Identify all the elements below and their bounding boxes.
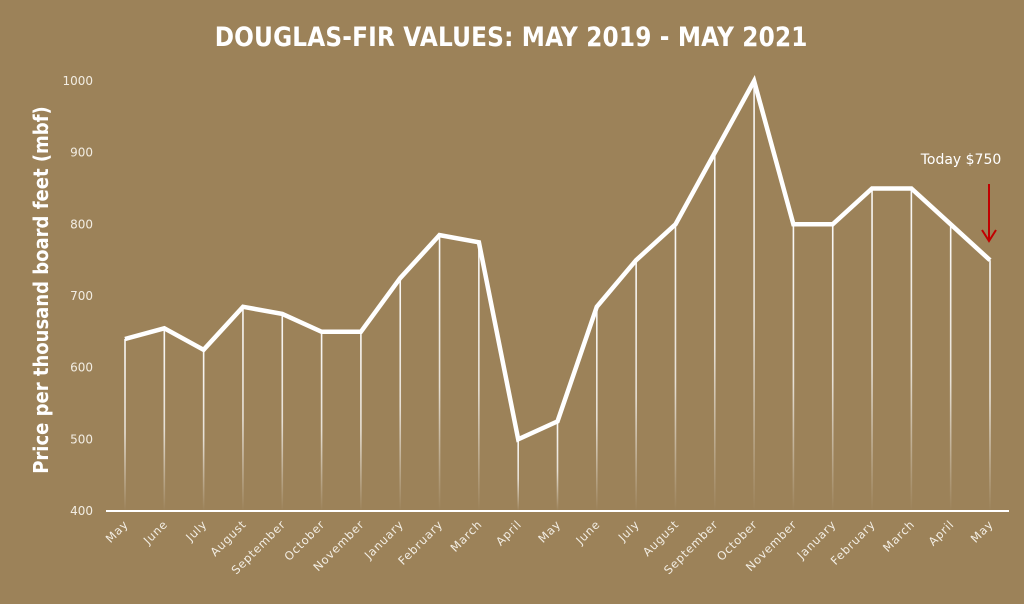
arrow-head-icon [981,229,997,243]
drop-line [831,224,834,512]
drop-line [792,224,795,512]
drop-line [949,224,952,512]
drop-line [713,152,716,511]
drop-line [635,260,637,511]
drop-line [399,278,402,511]
price-line [124,75,992,443]
x-tick-label: April [925,517,956,548]
drop-line [753,81,755,511]
drop-line [320,331,323,511]
drop-line [360,331,362,511]
drop-line [596,306,598,511]
today-annotation: Today $750 [920,152,1002,243]
x-tick-label: May [103,517,131,545]
x-tick-label: May [535,517,563,545]
y-tick-label: 1000 [62,74,93,88]
drop-line [478,242,480,511]
x-axis-labels: May June JulyAugustSeptemberOctoberNovembe… [103,517,996,577]
drop-line [242,306,244,511]
drop-line [989,260,991,511]
y-axis-ticks: 400 500 600 700 800 900 1000 [62,74,93,518]
x-tick-label: June [572,517,603,548]
drop-line [674,224,677,512]
y-tick-label: 900 [70,146,93,160]
y-tick-label: 400 [70,504,93,518]
x-tick-label: July [182,517,209,544]
x-tick-label: April [493,517,524,548]
drop-line [124,339,126,511]
chart-title: DOUGLAS-FIR VALUES: MAY 2019 - MAY 2021 [214,22,808,53]
drop-lines [124,81,991,512]
drop-line [556,421,559,511]
y-tick-label: 700 [70,289,93,303]
y-tick-label: 800 [70,217,93,231]
x-tick-label: March [880,517,918,555]
x-tick-label: May [968,517,996,545]
x-tick-label: July [615,517,642,544]
drop-line [871,188,873,511]
drop-line [281,313,284,511]
today-label: Today $750 [920,152,1002,168]
drop-line [910,188,913,511]
y-tick-label: 500 [70,432,93,446]
drop-line [517,439,519,511]
y-tick-label: 600 [70,361,93,375]
drop-line [163,328,166,511]
x-tick-label: June [140,517,171,548]
drop-line [438,235,441,512]
x-tick-label: March [447,517,485,555]
drop-line [202,349,205,511]
